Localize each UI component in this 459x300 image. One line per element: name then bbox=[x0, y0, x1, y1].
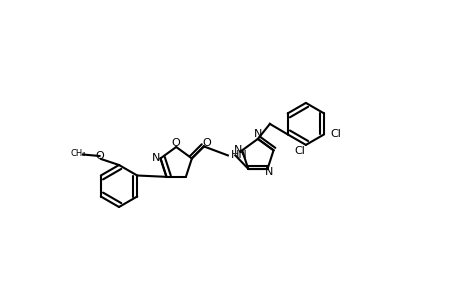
Text: O: O bbox=[95, 151, 104, 161]
Text: CH₃: CH₃ bbox=[71, 148, 86, 158]
Text: HN: HN bbox=[230, 150, 247, 161]
Text: Cl: Cl bbox=[330, 129, 340, 140]
Text: O: O bbox=[172, 137, 180, 148]
Text: Cl: Cl bbox=[294, 146, 305, 156]
Text: N: N bbox=[264, 167, 273, 177]
Text: O: O bbox=[202, 138, 211, 148]
Text: N: N bbox=[233, 145, 241, 155]
Text: N: N bbox=[253, 129, 262, 140]
Text: N: N bbox=[151, 153, 160, 164]
